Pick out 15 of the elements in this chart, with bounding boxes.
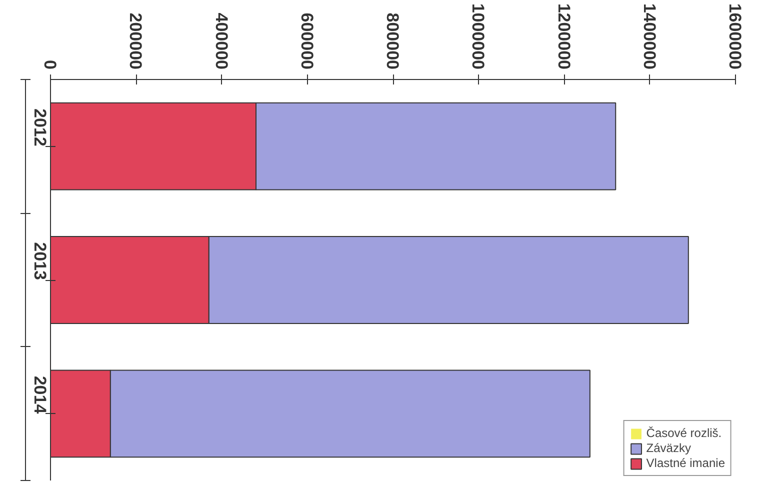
x-tick-label: 400000 bbox=[212, 12, 231, 70]
x-tick-label: 1000000 bbox=[468, 3, 488, 70]
x-tick-label: 200000 bbox=[126, 12, 146, 70]
x-tick-label: 1400000 bbox=[640, 3, 659, 70]
legend-label: Záväzky bbox=[646, 441, 691, 455]
y-tick-label: 2014 bbox=[30, 376, 50, 414]
x-tick-label: 600000 bbox=[297, 12, 316, 70]
x-tick-label: 800000 bbox=[383, 12, 402, 70]
y-tick-label: 2012 bbox=[30, 108, 50, 146]
legend-label: Vlastné imanie bbox=[646, 456, 725, 470]
x-tick-label: 1600000 bbox=[726, 3, 744, 70]
y-tick-label: 2013 bbox=[30, 242, 50, 280]
x-tick-label: 0 bbox=[40, 60, 60, 70]
legend-label: Časové rozliš. bbox=[646, 426, 722, 440]
x-tick-label: 1200000 bbox=[554, 3, 574, 70]
